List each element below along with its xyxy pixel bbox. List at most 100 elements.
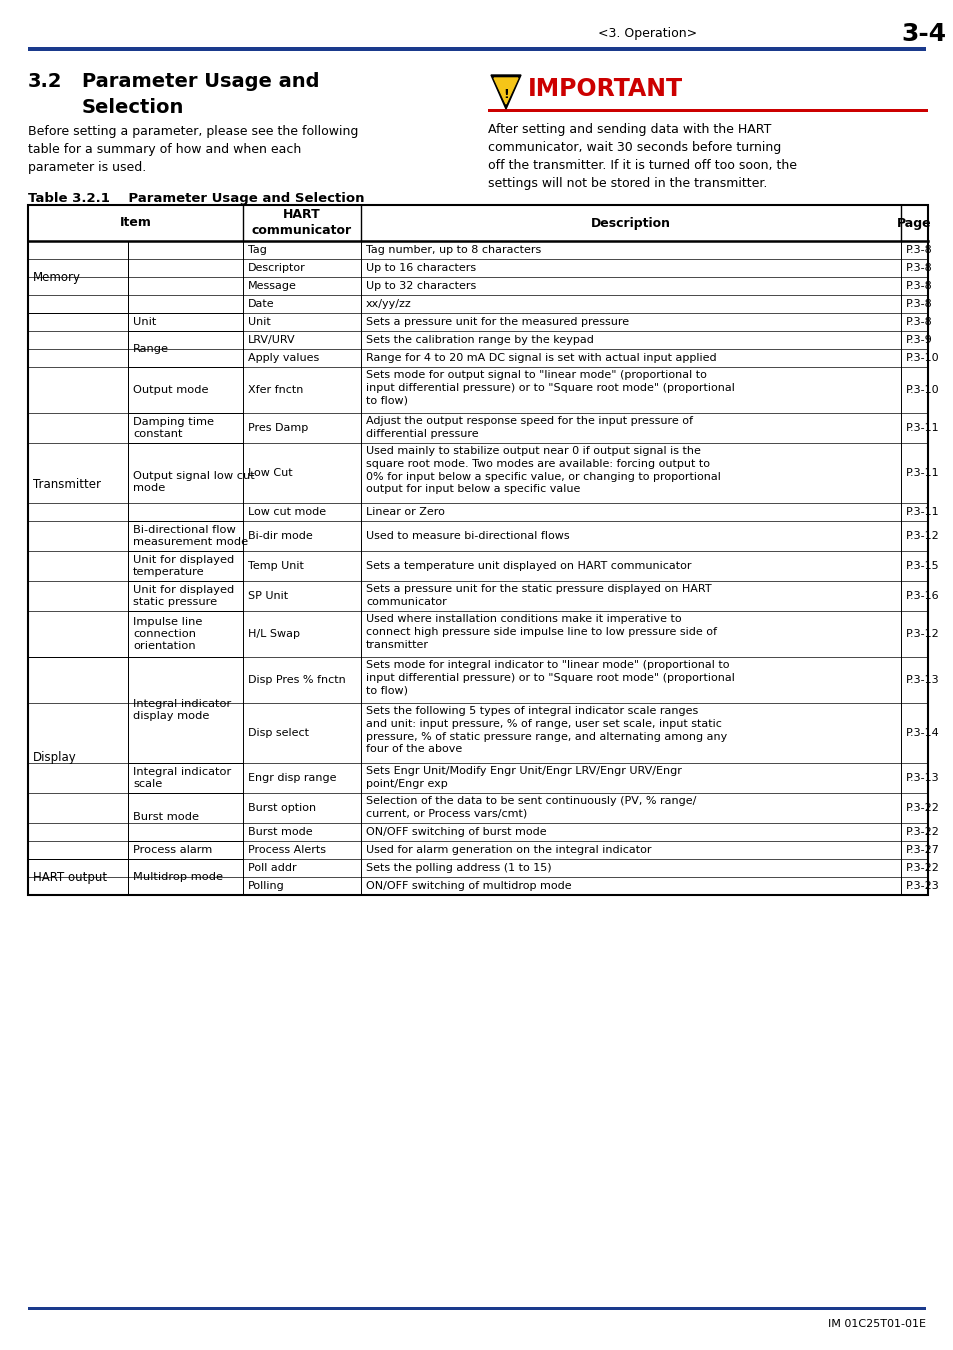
Text: xx/yy/zz: xx/yy/zz xyxy=(366,298,412,309)
Text: HART
communicator: HART communicator xyxy=(252,208,352,238)
Text: Sets a pressure unit for the measured pressure: Sets a pressure unit for the measured pr… xyxy=(366,317,628,327)
Text: Up to 32 characters: Up to 32 characters xyxy=(366,281,476,292)
Text: Up to 16 characters: Up to 16 characters xyxy=(366,263,476,273)
Text: P.3-12: P.3-12 xyxy=(905,531,939,541)
Text: 3.2: 3.2 xyxy=(28,72,63,90)
Text: P.3-10: P.3-10 xyxy=(905,385,939,396)
Text: ON/OFF switching of multidrop mode: ON/OFF switching of multidrop mode xyxy=(366,882,571,891)
Bar xyxy=(129,841,242,859)
Bar xyxy=(28,205,927,895)
Text: Transmitter: Transmitter xyxy=(33,478,101,491)
Text: P.3-8: P.3-8 xyxy=(905,244,932,255)
Text: P.3-13: P.3-13 xyxy=(905,774,939,783)
Text: Unit: Unit xyxy=(248,317,271,327)
Text: <3. Operation>: <3. Operation> xyxy=(598,27,697,40)
Text: LRV/URV: LRV/URV xyxy=(248,335,295,346)
Bar xyxy=(28,1307,925,1310)
Text: Before setting a parameter, please see the following
table for a summary of how : Before setting a parameter, please see t… xyxy=(28,126,358,174)
Text: P.3-11: P.3-11 xyxy=(905,508,939,517)
Text: Descriptor: Descriptor xyxy=(248,263,305,273)
Text: Table 3.2.1    Parameter Usage and Selection: Table 3.2.1 Parameter Usage and Selectio… xyxy=(28,192,364,205)
Bar xyxy=(129,521,242,551)
Text: 3-4: 3-4 xyxy=(901,22,945,46)
Bar xyxy=(129,242,242,312)
Text: Disp select: Disp select xyxy=(248,728,309,738)
Text: Page: Page xyxy=(896,216,931,230)
Text: Low Cut: Low Cut xyxy=(248,468,293,478)
Text: Sets the following 5 types of integral indicator scale ranges
and unit: input pr: Sets the following 5 types of integral i… xyxy=(366,706,726,755)
Text: Output signal low cut
mode: Output signal low cut mode xyxy=(132,471,254,493)
Text: P.3-8: P.3-8 xyxy=(905,298,932,309)
Text: Sets mode for output signal to "linear mode" (proportional to
input differential: Sets mode for output signal to "linear m… xyxy=(366,370,734,405)
Text: Used to measure bi-directional flows: Used to measure bi-directional flows xyxy=(366,531,569,541)
Text: Xfer fnctn: Xfer fnctn xyxy=(248,385,303,396)
Text: Tag number, up to 8 characters: Tag number, up to 8 characters xyxy=(366,244,540,255)
Text: Selection of the data to be sent continuously (PV, % range/
current, or Process : Selection of the data to be sent continu… xyxy=(366,796,696,819)
Text: Range for 4 to 20 mA DC signal is set with actual input applied: Range for 4 to 20 mA DC signal is set wi… xyxy=(366,352,716,363)
Text: IM 01C25T01-01E: IM 01C25T01-01E xyxy=(827,1319,925,1328)
Text: Damping time
constant: Damping time constant xyxy=(132,417,213,439)
Text: Item: Item xyxy=(119,216,152,230)
Text: P.3-16: P.3-16 xyxy=(905,591,939,601)
Text: Process alarm: Process alarm xyxy=(132,845,212,855)
Polygon shape xyxy=(491,76,520,109)
Bar xyxy=(129,794,242,841)
Bar xyxy=(29,860,127,895)
Text: HART output: HART output xyxy=(33,871,107,883)
Text: Sets the polling address (1 to 15): Sets the polling address (1 to 15) xyxy=(366,863,551,873)
Text: Adjust the output response speed for the input pressure of
differential pressure: Adjust the output response speed for the… xyxy=(366,416,692,439)
Text: Message: Message xyxy=(248,281,296,292)
Bar xyxy=(129,367,242,413)
Text: Bi-directional flow
measurement mode: Bi-directional flow measurement mode xyxy=(132,525,248,547)
Text: Unit: Unit xyxy=(132,317,156,327)
Text: Unit for displayed
static pressure: Unit for displayed static pressure xyxy=(132,585,234,608)
Text: Temp Unit: Temp Unit xyxy=(248,562,304,571)
Bar xyxy=(129,860,242,895)
Text: Pres Damp: Pres Damp xyxy=(248,423,308,433)
Bar xyxy=(129,313,242,331)
Text: Description: Description xyxy=(590,216,670,230)
Text: Sets a pressure unit for the static pressure displayed on HART
communicator: Sets a pressure unit for the static pres… xyxy=(366,585,711,606)
Text: Integral indicator
scale: Integral indicator scale xyxy=(132,767,231,790)
Text: Poll addr: Poll addr xyxy=(248,863,296,873)
Text: Integral indicator
display mode: Integral indicator display mode xyxy=(132,699,231,721)
Bar xyxy=(488,108,927,112)
Text: P.3-22: P.3-22 xyxy=(905,863,939,873)
Text: Used where installation conditions make it imperative to
connect high pressure s: Used where installation conditions make … xyxy=(366,614,717,649)
Text: Burst mode: Burst mode xyxy=(248,828,313,837)
Text: Sets mode for integral indicator to "linear mode" (proportional to
input differe: Sets mode for integral indicator to "lin… xyxy=(366,660,734,695)
Text: P.3-23: P.3-23 xyxy=(905,882,939,891)
Text: P.3-13: P.3-13 xyxy=(905,675,939,684)
Text: P.3-8: P.3-8 xyxy=(905,263,932,273)
Text: IMPORTANT: IMPORTANT xyxy=(527,77,682,101)
Text: Unit for displayed
temperature: Unit for displayed temperature xyxy=(132,555,234,578)
Text: Range: Range xyxy=(132,344,169,354)
Text: Apply values: Apply values xyxy=(248,352,319,363)
Text: Disp Pres % fnctn: Disp Pres % fnctn xyxy=(248,675,345,684)
Text: Output mode: Output mode xyxy=(132,385,209,396)
Bar xyxy=(29,313,127,656)
Bar xyxy=(129,764,242,792)
Text: Polling: Polling xyxy=(248,882,284,891)
Text: Low cut mode: Low cut mode xyxy=(248,508,326,517)
Text: Bi-dir mode: Bi-dir mode xyxy=(248,531,313,541)
Bar xyxy=(129,552,242,580)
Text: After setting and sending data with the HART
communicator, wait 30 seconds befor: After setting and sending data with the … xyxy=(488,123,796,190)
Text: Display: Display xyxy=(33,752,76,764)
Text: Memory: Memory xyxy=(33,270,81,284)
Bar xyxy=(129,582,242,610)
Text: Process Alerts: Process Alerts xyxy=(248,845,326,855)
Text: Impulse line
connection
orientation: Impulse line connection orientation xyxy=(132,617,202,652)
Text: P.3-8: P.3-8 xyxy=(905,317,932,327)
Text: P.3-12: P.3-12 xyxy=(905,629,939,639)
Text: Multidrop mode: Multidrop mode xyxy=(132,872,223,882)
Text: P.3-27: P.3-27 xyxy=(905,845,939,855)
Text: Sets a temperature unit displayed on HART communicator: Sets a temperature unit displayed on HAR… xyxy=(366,562,691,571)
Text: Used mainly to stabilize output near 0 if output signal is the
square root mode.: Used mainly to stabilize output near 0 i… xyxy=(366,446,720,494)
Bar xyxy=(129,657,242,763)
Text: Parameter Usage and
Selection: Parameter Usage and Selection xyxy=(82,72,319,116)
Text: Used for alarm generation on the integral indicator: Used for alarm generation on the integra… xyxy=(366,845,651,855)
Text: H/L Swap: H/L Swap xyxy=(248,629,299,639)
Text: SP Unit: SP Unit xyxy=(248,591,288,601)
Bar xyxy=(29,242,127,312)
